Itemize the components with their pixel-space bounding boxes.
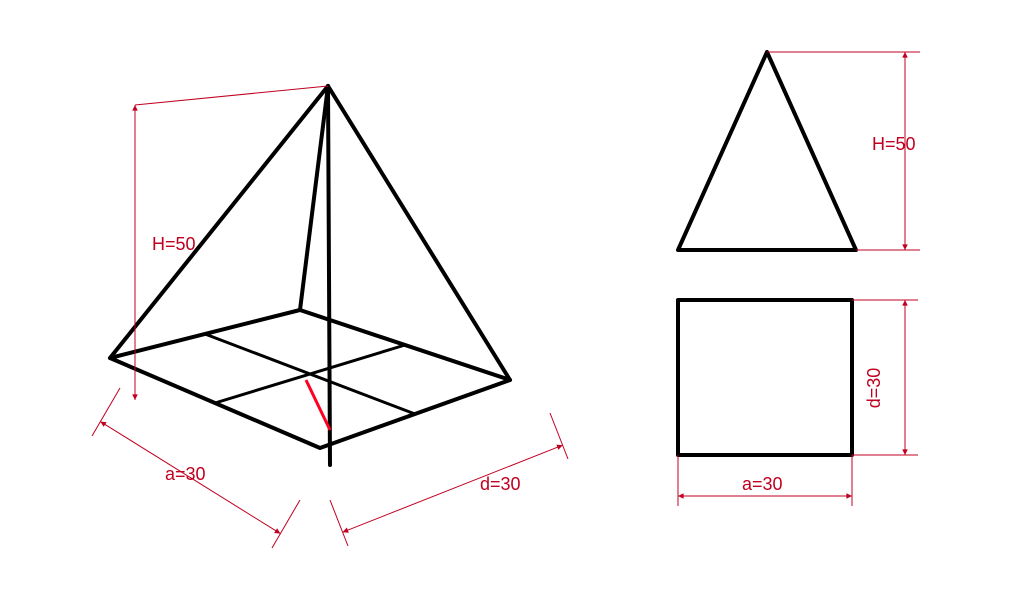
iso-height-label: H=50 — [152, 234, 196, 254]
iso-dim-height: H=50 — [135, 86, 328, 400]
square-dim-a: a=30 — [678, 455, 852, 506]
base-grid-line-2 — [215, 345, 405, 403]
drawing-canvas: H=50 a=30 d=30 H=50 a= — [0, 0, 1014, 594]
square-dim-d: d=30 — [852, 300, 918, 455]
square-a-label: a=30 — [742, 474, 783, 494]
iso-pyramid: H=50 a=30 d=30 — [92, 86, 568, 548]
center-accent-line — [306, 380, 330, 430]
square-d-label: d=30 — [864, 368, 884, 409]
iso-d-label: d=30 — [480, 474, 521, 494]
top-square: a=30 d=30 — [678, 300, 918, 506]
triangle-h-label: H=50 — [872, 134, 916, 154]
pyramid-base — [110, 310, 510, 448]
pyramid-edge-right — [328, 86, 510, 380]
front-triangle: H=50 — [678, 52, 920, 250]
triangle-outline — [678, 52, 856, 250]
pyramid-altitude — [328, 86, 330, 465]
square-outline — [678, 300, 852, 455]
iso-a-label: a=30 — [165, 464, 206, 484]
iso-dim-a: a=30 — [92, 388, 300, 548]
pyramid-edge-back — [300, 86, 328, 310]
pyramid-edge-left — [110, 86, 328, 358]
